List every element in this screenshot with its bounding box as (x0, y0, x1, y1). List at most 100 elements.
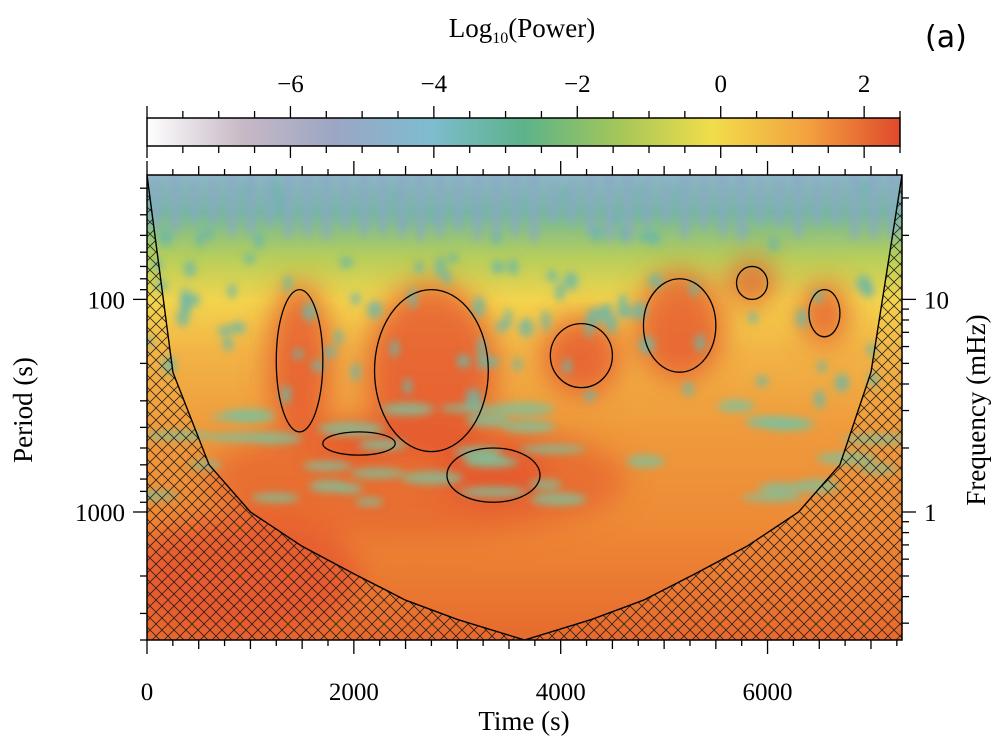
y2-axis-label: Frequency (mHz) (961, 314, 991, 505)
power-minimum (477, 351, 486, 371)
power-minimum (309, 479, 348, 493)
power-minimum (555, 282, 565, 302)
power-minimum (605, 313, 618, 334)
power-minimum (637, 230, 652, 243)
power-minimum (230, 321, 247, 334)
power-minimum (834, 373, 849, 392)
power-minimum (253, 232, 265, 249)
power-minimum (195, 230, 205, 248)
colorbar-tick-label: −4 (421, 71, 448, 98)
power-minimum (456, 354, 471, 368)
power-minimum (351, 362, 361, 382)
power-minimum (158, 227, 173, 246)
power-minimum (867, 175, 880, 241)
y2-tick-label: 10 (924, 287, 949, 314)
significance-contours (275, 265, 841, 503)
x-tick-label: 0 (141, 679, 154, 706)
power-minimum (454, 446, 503, 457)
colorbar-tick-label: −6 (277, 71, 304, 98)
significance-contour (446, 447, 541, 503)
power-minimum (150, 175, 163, 230)
power-hotspot (268, 281, 331, 440)
y-tick-label: 100 (88, 287, 126, 314)
power-minimum (792, 175, 805, 241)
power-minimum (180, 287, 191, 310)
colorbar-tick-label: −2 (564, 71, 591, 98)
power-minimum (447, 253, 459, 264)
power-minimum (225, 175, 238, 238)
power-minimum (263, 176, 276, 229)
power-minimum (754, 178, 767, 227)
power-minimum (768, 236, 780, 252)
power-minimum (204, 226, 214, 241)
power-minimum (251, 493, 300, 503)
power-minimum (527, 175, 540, 245)
power-minimum (697, 175, 710, 231)
significance-contour (642, 278, 717, 373)
power-minimum (301, 175, 314, 239)
power-minimum (603, 175, 616, 244)
power-hotspot (542, 315, 621, 396)
y-axis-frequency: 10 1 (902, 197, 949, 624)
power-minimum (495, 320, 507, 333)
power-minimum (292, 348, 304, 360)
power-minimum (244, 175, 257, 238)
power-minimum (741, 492, 804, 503)
significance-contour (275, 289, 324, 433)
colorbar-tick-label: 2 (858, 71, 871, 98)
power-minimum (735, 175, 748, 243)
power-minimum (583, 390, 596, 402)
power-minimum (717, 399, 755, 413)
power-minimum (512, 357, 522, 371)
power-minimum (433, 175, 446, 239)
power-minimum (339, 256, 354, 269)
power-minimum (755, 375, 769, 387)
power-minimum (829, 178, 842, 227)
power-minimum (443, 269, 452, 286)
cone-of-influence-line (147, 175, 902, 640)
power-minimum (188, 179, 201, 226)
y-axis-label: Period (s) (8, 357, 38, 463)
x-tick-label: 2000 (329, 679, 379, 706)
power-minimum (376, 175, 389, 236)
power-minimum (678, 175, 691, 241)
power-minimum (414, 260, 424, 273)
power-minimum (350, 468, 405, 479)
power-minimum (509, 175, 522, 239)
power-minimum (490, 175, 503, 239)
significance-contour (808, 289, 841, 338)
power-minimum (507, 258, 519, 275)
power-minimum (302, 461, 352, 471)
power-minimum (541, 310, 551, 331)
power-minimum (648, 229, 661, 246)
y-axis-period: 100 1000 (75, 187, 147, 641)
power-minimum (529, 479, 562, 490)
power-minimum (503, 308, 512, 328)
power-minimum (811, 177, 824, 228)
power-minimum (367, 300, 383, 319)
power-minimum (403, 378, 412, 394)
power-minimum (358, 175, 371, 238)
power-minimum (716, 175, 729, 238)
power-minimum (562, 358, 572, 374)
power-minimum (584, 175, 597, 238)
colorbar-tick-label: 0 (714, 71, 727, 98)
power-minimum (466, 413, 510, 428)
power-minimum (477, 336, 486, 358)
power-minimum (812, 289, 823, 303)
power-minimum (471, 175, 484, 242)
power-minimum (459, 486, 527, 498)
power-minimum (320, 175, 333, 242)
power-minimum (282, 175, 295, 241)
cone-of-influence-hatch (147, 175, 902, 640)
colorbar-ticks: −6 −4 −2 0 2 (146, 71, 901, 158)
power-minimum (690, 280, 699, 297)
colorbar-bar (146, 117, 901, 147)
power-minimum (334, 329, 343, 346)
power-minimum (311, 360, 325, 372)
significance-contour (373, 289, 489, 453)
power-minimum (439, 404, 502, 413)
power-minimum (358, 439, 407, 451)
significance-contour (735, 265, 769, 301)
